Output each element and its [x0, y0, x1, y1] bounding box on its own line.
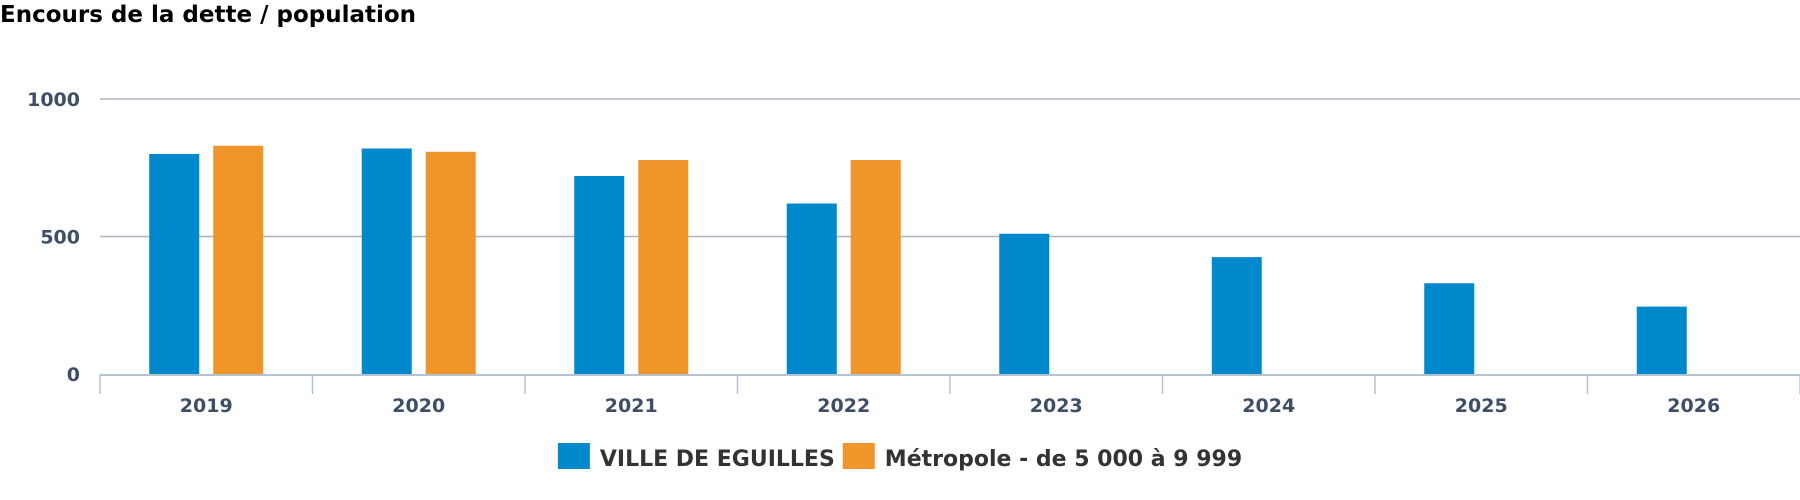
x-tick-label-2023: 2023: [1030, 395, 1083, 417]
bar-2020-series-1: [361, 148, 412, 374]
legend-swatch-1: [557, 443, 590, 469]
y-tick-label-0: 0: [67, 364, 80, 386]
x-tick-label-2024: 2024: [1242, 395, 1295, 417]
x-tick-label-2021: 2021: [605, 395, 658, 417]
y-tick-label-1: 500: [40, 227, 80, 249]
bar-2024-series-1: [1211, 257, 1262, 374]
y-tick-label-2: 1000: [27, 89, 80, 111]
bar-2019-series-2: [213, 145, 264, 374]
bar-2021-series-2: [638, 160, 689, 374]
x-tick-label-2020: 2020: [392, 395, 445, 417]
bar-2026-series-1: [1636, 306, 1687, 374]
bar-2023-series-1: [999, 233, 1050, 374]
bar-2025-series-1: [1424, 283, 1475, 374]
legend-label-2: Métropole - de 5 000 à 9 999: [885, 447, 1242, 472]
legend-label-1: VILLE DE EGUILLES: [600, 447, 835, 472]
bar-2019-series-1: [149, 154, 200, 374]
bar-2022-series-2: [850, 160, 901, 374]
bar-2021-series-1: [574, 176, 625, 374]
bar-2022-series-1: [786, 203, 837, 374]
chart-title: Encours de la dette / population: [0, 2, 417, 28]
x-tick-label-2022: 2022: [817, 395, 870, 417]
x-tick-label-2026: 2026: [1667, 395, 1720, 417]
x-tick-label-2025: 2025: [1455, 395, 1508, 417]
legend-swatch-2: [842, 443, 875, 469]
bar-2020-series-2: [425, 151, 476, 374]
x-tick-label-2019: 2019: [180, 395, 233, 417]
